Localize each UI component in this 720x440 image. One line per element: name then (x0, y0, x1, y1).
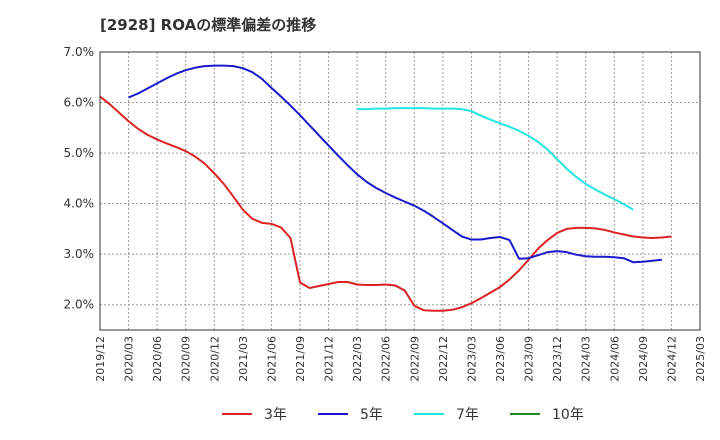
legend-label: 7年 (456, 407, 479, 423)
x-tick-label: 2021/12 (323, 336, 336, 382)
x-tick-label: 2024/06 (608, 336, 621, 382)
series-line (357, 107, 634, 211)
x-tick-label: 2021/09 (294, 336, 307, 382)
chart-title: [2928] ROAの標準偏差の推移 (100, 16, 317, 34)
series-line (99, 95, 672, 312)
x-tick-label: 2023/06 (494, 336, 507, 382)
y-tick-label: 6.0% (64, 96, 95, 110)
legend-label: 5年 (360, 407, 383, 423)
y-tick-label: 2.0% (64, 298, 95, 312)
grid-layer (100, 51, 700, 330)
x-tick-label: 2019/12 (94, 336, 107, 382)
x-tick-label: 2022/09 (408, 336, 421, 382)
legend-label: 3年 (264, 407, 287, 423)
y-tick-label: 5.0% (64, 146, 95, 160)
axis-layer: 2.0% 3.0% 4.0% 5.0% 6.0% 7.0% 2019/12 2020/03 20… (64, 45, 708, 382)
series-layer (99, 64, 672, 312)
x-tick-label: 2020/06 (151, 336, 164, 382)
series-line (128, 64, 663, 264)
x-tick-label: 2022/12 (437, 336, 450, 382)
x-tick-label: 2024/09 (637, 336, 650, 382)
y-tick-label: 4.0% (64, 197, 95, 211)
plot-frame (99, 51, 701, 331)
x-tick-label: 2022/03 (351, 336, 364, 382)
x-tick-label: 2023/03 (465, 336, 478, 382)
x-tick-label: 2025/03 (694, 336, 707, 382)
x-tick-label: 2024/12 (665, 336, 678, 382)
y-tick-label: 7.0% (64, 45, 95, 59)
x-tick-label: 2022/06 (380, 336, 393, 382)
legend-label: 10年 (552, 407, 584, 423)
x-tick-label: 2020/09 (180, 336, 193, 382)
y-tick-label: 3.0% (64, 247, 95, 261)
x-tick-label: 2024/03 (580, 336, 593, 382)
x-tick-label: 2023/09 (523, 336, 536, 382)
x-tick-label: 2023/12 (551, 336, 564, 382)
x-tick-label: 2020/03 (123, 336, 136, 382)
x-tick-label: 2021/06 (265, 336, 278, 382)
x-tick-label: 2020/12 (208, 336, 221, 382)
legend: 3年 5年 7年 10年 (222, 407, 584, 423)
x-tick-label: 2021/03 (237, 336, 250, 382)
